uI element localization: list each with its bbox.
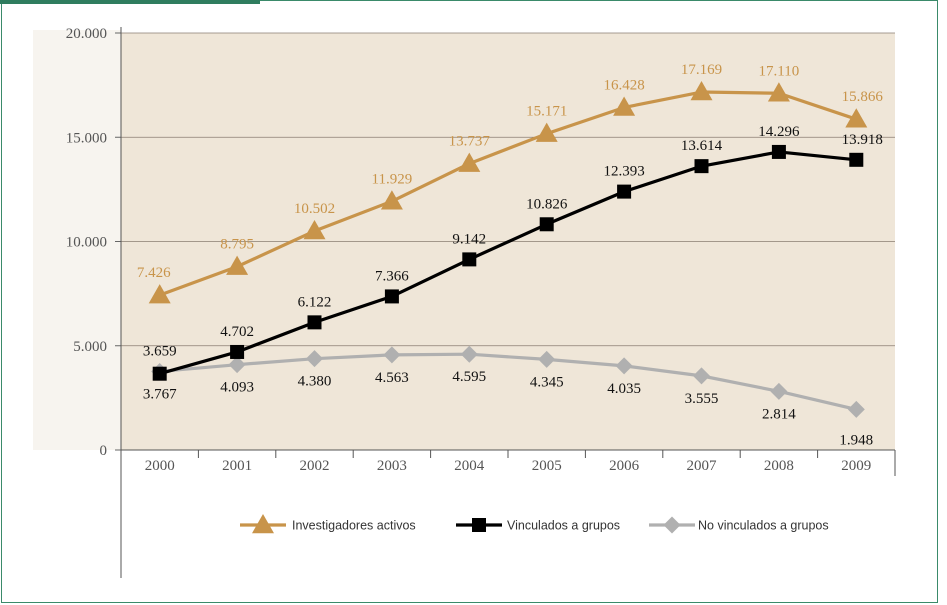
data-label: 12.393 <box>603 164 644 180</box>
data-label: 15.171 <box>526 104 567 120</box>
x-tick-label: 2000 <box>145 458 175 474</box>
data-label: 4.563 <box>375 370 409 386</box>
data-point <box>539 217 554 232</box>
x-tick-label: 2007 <box>687 458 718 474</box>
series-line <box>159 90 857 297</box>
data-point <box>849 152 864 167</box>
data-point <box>307 315 322 330</box>
x-tick-label: 2002 <box>300 458 330 474</box>
data-label: 13.737 <box>449 134 491 150</box>
legend-item: Investigadores activos <box>240 514 416 534</box>
legend-marker <box>472 518 486 532</box>
data-label: 7.366 <box>375 268 409 284</box>
data-label: 2.814 <box>762 406 796 422</box>
y-tick-label: 10.000 <box>66 235 107 251</box>
data-point <box>303 220 326 240</box>
data-point <box>770 382 788 400</box>
legend-item: No vinculados a grupos <box>649 516 829 534</box>
data-label: 3.767 <box>143 386 177 402</box>
data-label: 6.122 <box>298 294 332 310</box>
data-label: 15.866 <box>842 89 884 105</box>
data-point <box>230 344 245 359</box>
data-label: 10.826 <box>526 196 568 212</box>
legend-marker <box>252 514 274 534</box>
y-tick-label: 20.000 <box>66 26 107 42</box>
data-point <box>538 350 556 368</box>
data-label: 4.380 <box>298 374 332 390</box>
y-tick-labels: 0 5.000 10.000 15.000 20.000 <box>66 26 107 459</box>
data-point <box>613 96 636 116</box>
data-point <box>535 122 558 142</box>
series-layer <box>148 81 868 418</box>
data-label: 14.296 <box>758 124 800 140</box>
legend: Investigadores activos Vinculados a grupo… <box>240 514 829 534</box>
data-point <box>148 284 171 304</box>
data-point <box>380 190 403 210</box>
x-tick-label: 2008 <box>764 458 794 474</box>
data-point <box>384 289 399 304</box>
data-label: 16.428 <box>603 77 644 93</box>
data-point <box>694 159 709 174</box>
series-line <box>159 150 857 376</box>
x-tick-label: 2001 <box>222 458 252 474</box>
data-label: 13.614 <box>681 138 723 154</box>
data-label: 17.169 <box>681 62 722 78</box>
x-tick-label: 2005 <box>532 458 562 474</box>
x-tick-label: 2004 <box>454 458 485 474</box>
x-tick-label: 2003 <box>377 458 407 474</box>
data-label: 4.595 <box>452 369 486 385</box>
data-point <box>693 367 710 385</box>
data-point <box>383 346 401 364</box>
data-point <box>615 357 633 375</box>
data-point <box>462 252 477 267</box>
data-point <box>226 255 249 275</box>
x-tick-label: 2006 <box>609 458 640 474</box>
data-point <box>228 356 246 374</box>
data-label: 3.555 <box>685 391 719 407</box>
legend-marker <box>663 516 681 534</box>
series-investigadores-activos <box>148 81 868 304</box>
legend-label: Investigadores activos <box>292 519 416 533</box>
data-label: 4.035 <box>607 381 641 397</box>
data-label: 17.110 <box>759 63 800 79</box>
legend-label: No vinculados a grupos <box>698 519 829 533</box>
series-vinculados-a-grupos <box>152 144 864 381</box>
header-strip <box>0 0 260 4</box>
data-point <box>771 144 786 159</box>
data-label: 7.426 <box>137 265 171 281</box>
data-label: 1.948 <box>839 432 873 448</box>
data-point <box>152 366 167 381</box>
data-point <box>460 345 478 363</box>
data-label: 11.929 <box>372 171 413 187</box>
data-label: 4.093 <box>220 380 254 396</box>
data-label: 9.142 <box>452 231 486 247</box>
series-line <box>159 352 857 411</box>
data-label: 4.702 <box>220 324 254 340</box>
y-tick-label: 5.000 <box>73 339 107 355</box>
data-point <box>617 184 632 199</box>
y-tick-label: 15.000 <box>66 130 107 146</box>
data-label: 13.918 <box>842 132 883 148</box>
data-point <box>767 82 790 102</box>
x-tick-label: 2009 <box>841 458 871 474</box>
data-point <box>458 152 481 172</box>
data-point <box>845 108 868 128</box>
data-label: 3.659 <box>143 344 177 360</box>
y-tick-label: 0 <box>100 443 108 459</box>
data-labels-layer: 7.426 8.795 10.502 11.929 13.737 15.171 16.428… <box>137 62 884 448</box>
data-label: 4.345 <box>530 374 564 390</box>
legend-item: Vinculados a grupos <box>456 518 620 533</box>
data-point <box>306 350 323 368</box>
data-label: 8.795 <box>220 237 254 253</box>
data-label: 10.502 <box>294 201 335 217</box>
legend-label: Vinculados a grupos <box>507 519 620 533</box>
x-tick-labels: 2000 2001 2002 2003 2004 2005 2006 2007 2008 2009 <box>120 450 896 474</box>
left-panel-background <box>33 30 121 450</box>
data-point <box>847 400 865 418</box>
data-point <box>690 81 713 101</box>
